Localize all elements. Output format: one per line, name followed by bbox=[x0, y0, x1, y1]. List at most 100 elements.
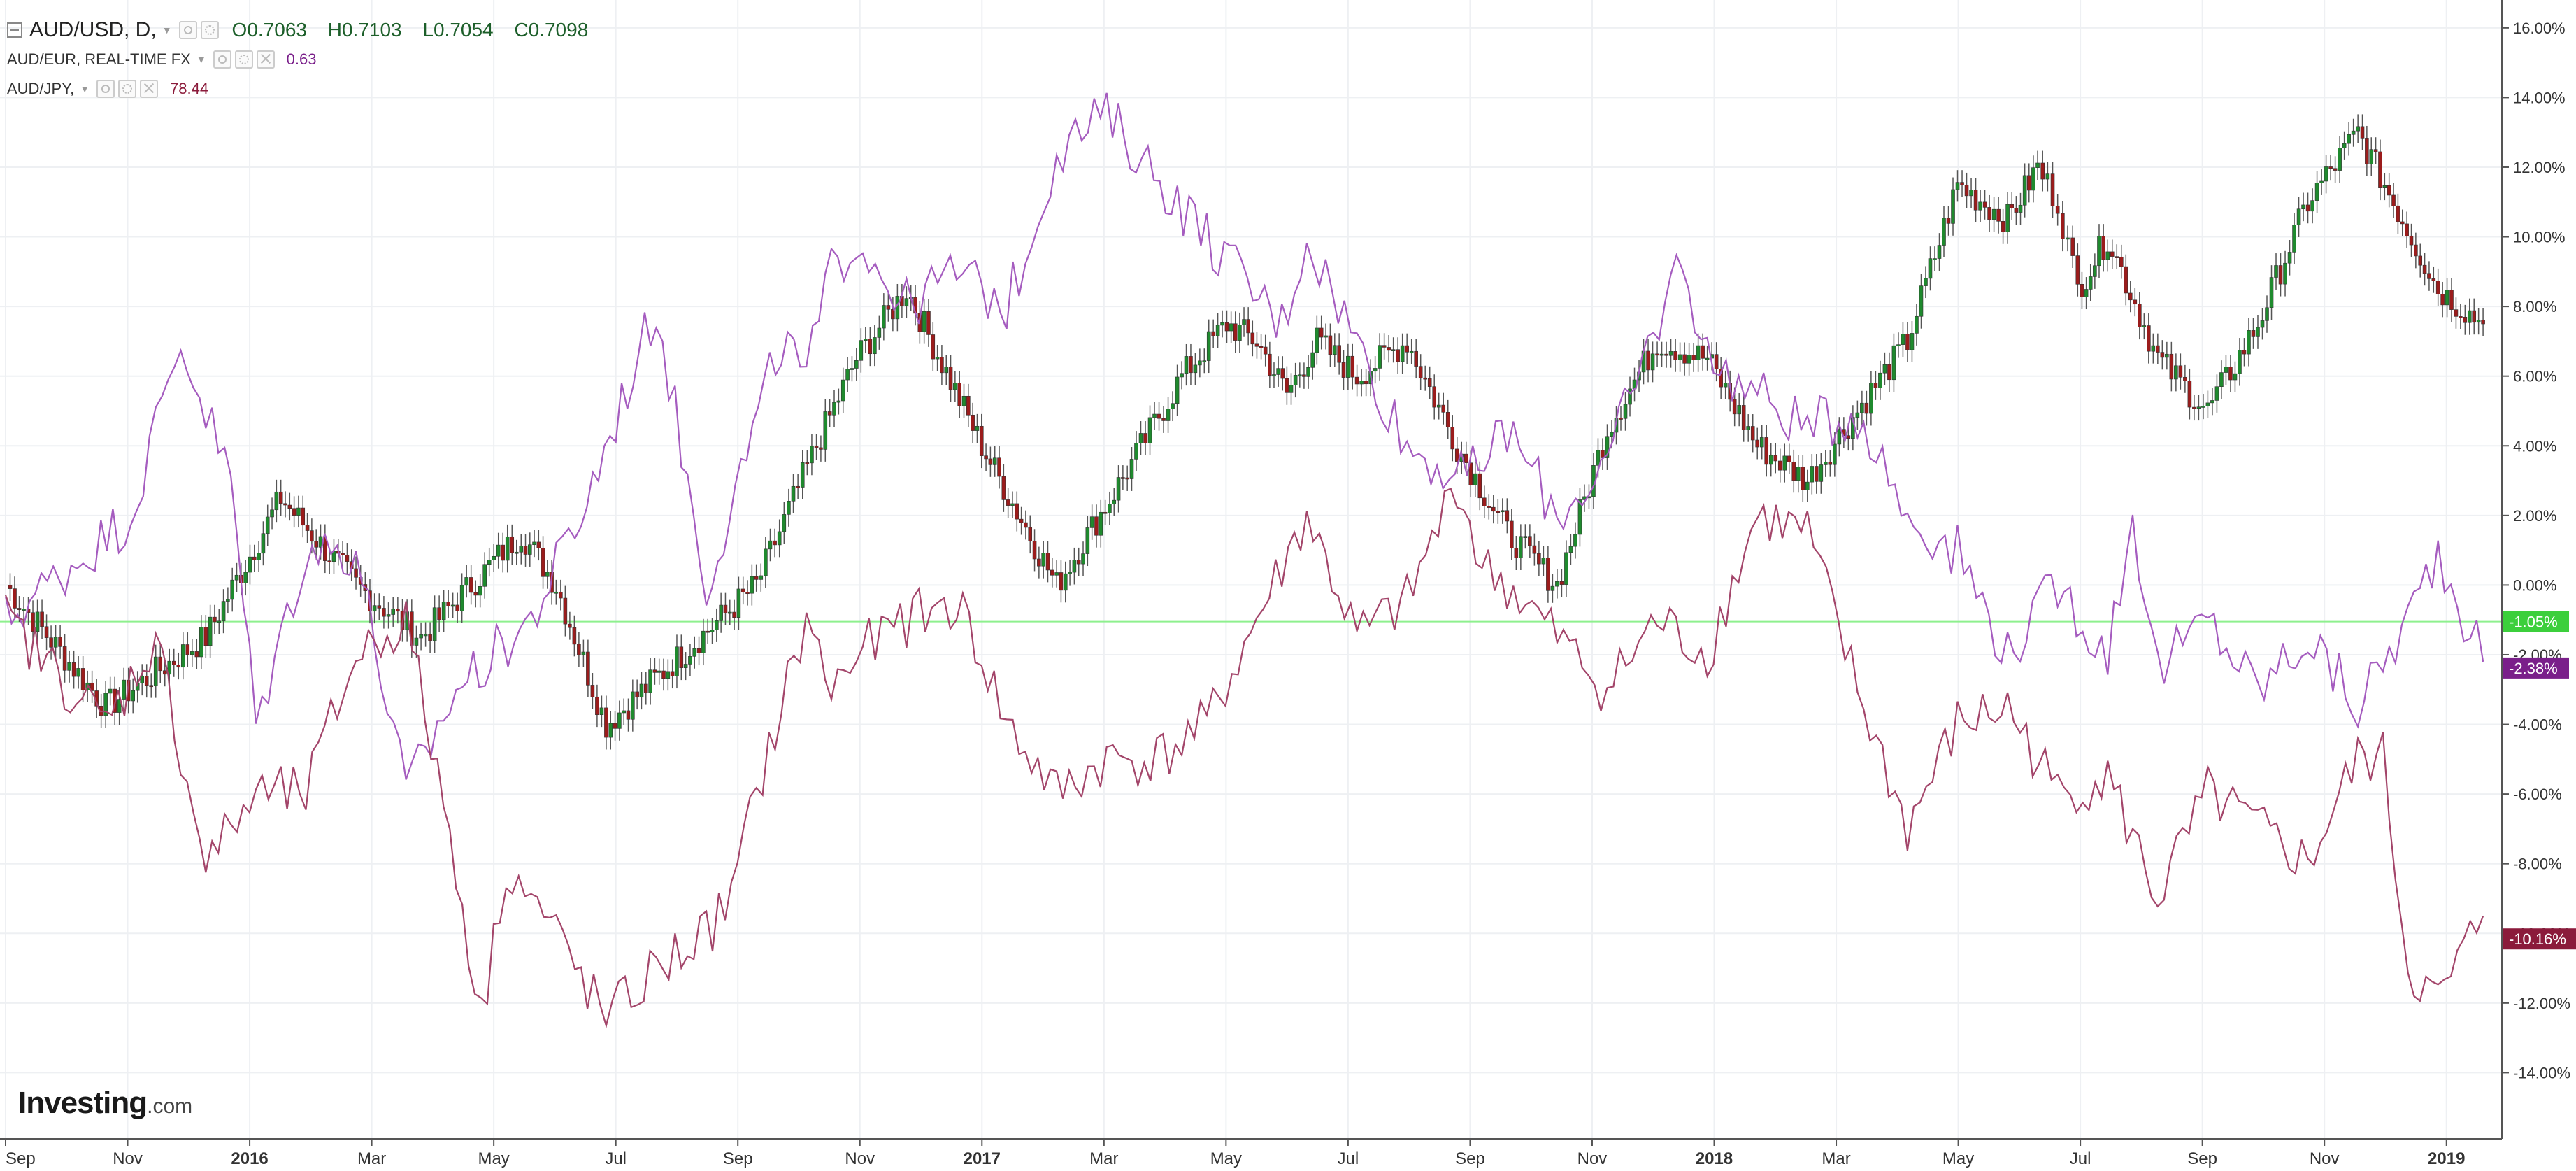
candle-body bbox=[203, 627, 208, 646]
candle-body bbox=[226, 599, 230, 602]
legend-row-main[interactable]: AUD/USD, D, ▼ O0.7063 H0.7103 L0.7054 C0… bbox=[7, 15, 603, 45]
candle-body bbox=[1987, 207, 1991, 220]
candle-body bbox=[2169, 353, 2174, 380]
candle-body bbox=[572, 627, 577, 645]
candle-body bbox=[554, 591, 559, 594]
candle-body bbox=[891, 309, 895, 320]
candle-body bbox=[459, 585, 464, 611]
candle-body bbox=[1152, 413, 1157, 418]
close-icon[interactable] bbox=[140, 80, 159, 98]
legend-row-jpy[interactable]: AUD/JPY, ▼ 78.44 bbox=[7, 74, 603, 104]
candle-body bbox=[1224, 322, 1229, 332]
candle-body bbox=[1180, 373, 1184, 378]
candle-body bbox=[868, 339, 873, 355]
investing-logo[interactable]: Investing.com bbox=[18, 1086, 192, 1121]
series-line-aud-eur bbox=[4, 92, 2484, 780]
candle-body bbox=[2247, 330, 2251, 355]
candle-body bbox=[2187, 381, 2192, 408]
x-tick-label: Sep bbox=[1455, 1149, 1485, 1168]
x-tick-label: Mar bbox=[357, 1149, 386, 1168]
low-value: L0.7054 bbox=[422, 19, 494, 41]
eye-icon[interactable] bbox=[213, 50, 231, 69]
candle-body bbox=[31, 612, 35, 632]
chevron-down-icon[interactable]: ▼ bbox=[80, 83, 90, 94]
candle-body bbox=[1085, 527, 1090, 554]
main-symbol-label[interactable]: AUD/USD, D, bbox=[29, 18, 157, 41]
candle-body bbox=[2151, 345, 2156, 352]
candle-body bbox=[2265, 307, 2269, 321]
candle-body bbox=[153, 656, 158, 686]
jpy-value: 78.44 bbox=[170, 80, 209, 97]
candle-body bbox=[719, 604, 723, 621]
candle-body bbox=[505, 536, 510, 561]
last-value-badge bbox=[2503, 611, 2569, 632]
jpy-symbol-label[interactable]: AUD/JPY, bbox=[7, 80, 75, 97]
candle-body bbox=[2014, 208, 2019, 213]
chevron-down-icon[interactable]: ▼ bbox=[162, 24, 172, 36]
eur-symbol-label[interactable]: AUD/EUR, REAL-TIME FX bbox=[7, 50, 191, 68]
candle-body bbox=[850, 368, 854, 370]
candle-body bbox=[971, 414, 975, 431]
candle-body bbox=[1628, 388, 1632, 405]
candle-body bbox=[1559, 581, 1564, 585]
candle-body bbox=[1015, 503, 1019, 520]
candle-body bbox=[1134, 443, 1138, 460]
x-tick-label: Nov bbox=[845, 1149, 875, 1168]
candle-body bbox=[2422, 264, 2427, 274]
logo-suffix: .com bbox=[147, 1095, 193, 1118]
candle-body bbox=[265, 516, 270, 534]
candle-body bbox=[2256, 327, 2260, 337]
collapse-icon[interactable] bbox=[7, 22, 22, 38]
candle-body bbox=[832, 402, 836, 416]
candle-body bbox=[1259, 346, 1264, 348]
candle-body bbox=[1964, 185, 1969, 197]
eye-icon[interactable] bbox=[178, 21, 197, 39]
candle-body bbox=[2356, 126, 2360, 132]
candle-body bbox=[2115, 256, 2119, 258]
candle-body bbox=[1454, 448, 1459, 462]
gear-icon[interactable] bbox=[200, 21, 219, 39]
candle-body bbox=[2119, 256, 2124, 267]
close-icon[interactable] bbox=[256, 50, 275, 69]
candle-body bbox=[782, 514, 787, 532]
x-tick-label: 2018 bbox=[1696, 1149, 1733, 1168]
candle-body bbox=[2400, 221, 2405, 225]
candle-body bbox=[1555, 581, 1559, 587]
legend-row-eur[interactable]: AUD/EUR, REAL-TIME FX ▼ 0.63 bbox=[7, 45, 603, 74]
candle-body bbox=[1764, 437, 1769, 465]
candle-body bbox=[590, 685, 595, 697]
candle-body bbox=[1991, 208, 1996, 220]
candle-body bbox=[796, 485, 800, 488]
candle-body bbox=[586, 651, 590, 686]
candle-body bbox=[736, 588, 741, 618]
candle-body bbox=[194, 651, 199, 658]
candle-body bbox=[2035, 162, 2040, 168]
candle-body bbox=[1346, 355, 1350, 378]
x-tick-label: Mar bbox=[1822, 1149, 1850, 1168]
candle-body bbox=[2387, 185, 2391, 196]
candle-body bbox=[1289, 385, 1294, 393]
y-tick-label: 2.00% bbox=[2513, 507, 2556, 525]
candle-body bbox=[1414, 350, 1418, 367]
gear-icon[interactable] bbox=[118, 80, 137, 98]
candle-body bbox=[819, 447, 823, 450]
candle-body bbox=[1068, 572, 1072, 574]
candle-body bbox=[1623, 404, 1628, 419]
candle-body bbox=[423, 634, 428, 637]
candle-body bbox=[1418, 366, 1423, 378]
candle-body bbox=[1687, 355, 1691, 364]
candle-body bbox=[984, 455, 988, 460]
candle-body bbox=[944, 367, 949, 374]
candle-body bbox=[1596, 450, 1601, 466]
eye-icon[interactable] bbox=[96, 80, 115, 98]
grid bbox=[0, 0, 2502, 1139]
candle-body bbox=[595, 696, 599, 716]
last-value-badge bbox=[2503, 928, 2576, 950]
gear-icon[interactable] bbox=[234, 50, 253, 69]
candle-body bbox=[2174, 365, 2178, 380]
chevron-down-icon[interactable]: ▼ bbox=[196, 54, 206, 65]
candle-body bbox=[1198, 360, 1202, 366]
